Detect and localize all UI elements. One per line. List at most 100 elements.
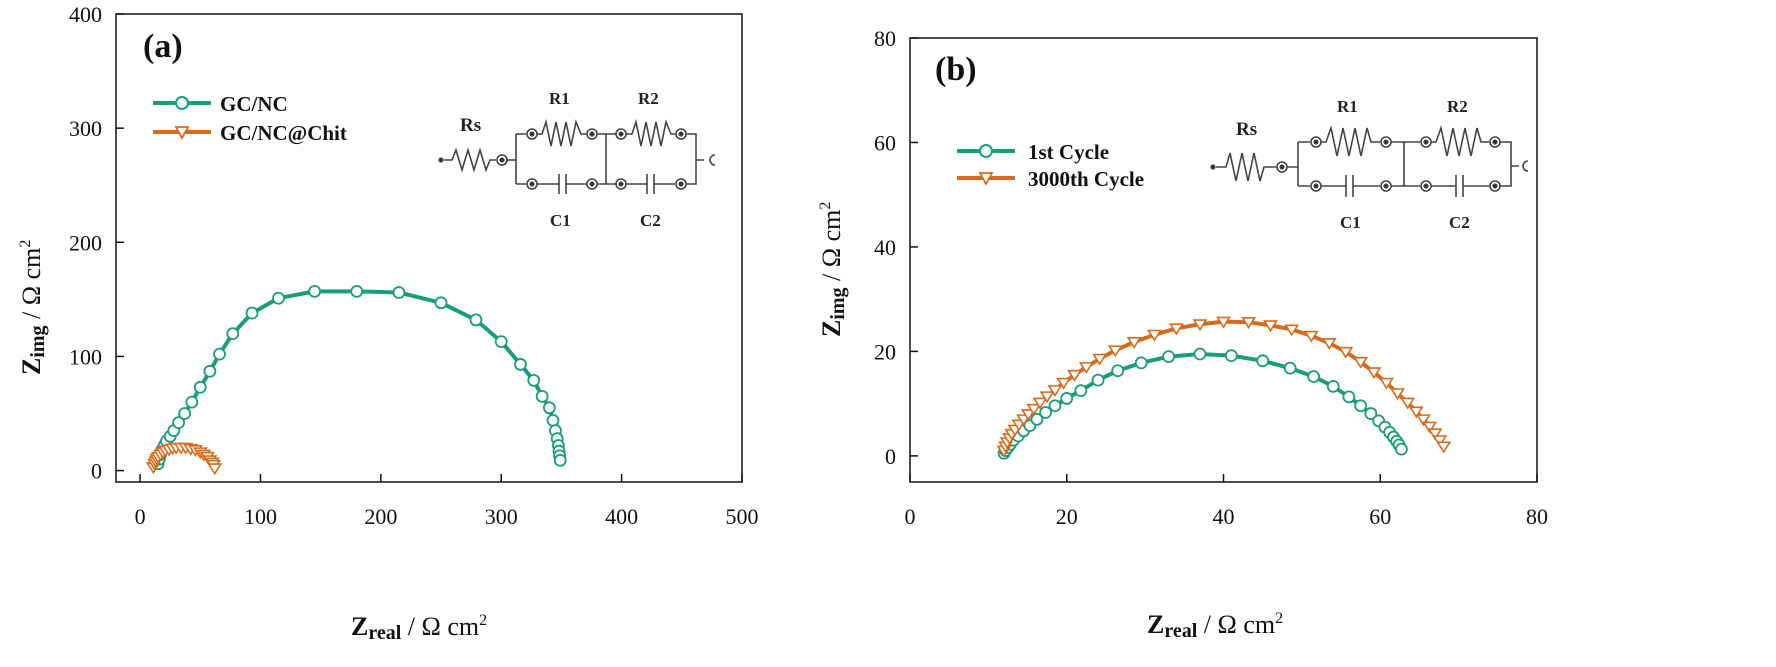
circuit-node-a3-dot	[589, 131, 595, 137]
data-point-gc-nc-33	[553, 453, 567, 467]
x-tick-label-a-0: 0	[135, 504, 146, 529]
data-point-1st-cycle-21	[1307, 370, 1321, 383]
data-point-1st-cycle-11	[1060, 392, 1074, 405]
legend-marker-1st-cycle	[979, 144, 993, 158]
y-axis-title-b: Zimg / Ω cm2	[817, 202, 849, 337]
y-tick-label-b-4: 80	[874, 26, 896, 51]
y-tick-label-a-2: 200	[69, 230, 102, 255]
x-axis-title-b-part4: 2	[1275, 610, 1283, 627]
legend-label-gc-nc-chit: GC/NC@Chit	[220, 121, 347, 145]
y-tick-label-b-2: 40	[874, 235, 896, 260]
data-point-1st-cycle-17	[1193, 347, 1207, 361]
data-point-1st-cycle-23	[1342, 390, 1356, 404]
circuit-wire-b3	[1500, 141, 1519, 187]
circuit-node-a9-dot	[678, 181, 684, 187]
y-tick-label-b-1: 20	[874, 339, 896, 364]
circuit-label-c2-a: C2	[640, 211, 661, 230]
ticks-b: 0 20 40 60 80 0 20 40 60 80	[874, 26, 1548, 529]
data-point-gc-nc-11	[193, 380, 207, 394]
circuit-node-a5-dot	[589, 181, 595, 187]
data-point-3000th-cycle-38	[1432, 435, 1448, 448]
circuit-label-r2-a: R2	[638, 89, 659, 108]
data-point-3000th-cycle-19	[1147, 329, 1162, 342]
circuit-node-a2-dot	[529, 131, 535, 137]
data-point-1st-cycle-32	[1395, 442, 1408, 456]
x-axis-title-b-part3: / Ω cm	[1197, 610, 1275, 639]
legend-a: GC/NC GC/NC@Chit	[153, 92, 347, 145]
ticks-a: 0 100 200 300 400 500 0 100 200 300 400	[69, 2, 759, 529]
panel-label-a: (a)	[143, 28, 183, 65]
circuit-label-r1-b: R1	[1337, 97, 1358, 116]
data-point-gc-nc-25	[535, 389, 549, 403]
x-axis-title-b-part1: Z	[1147, 610, 1164, 639]
data-point-3000th-cycle-14	[1067, 369, 1083, 382]
data-point-gc-nc-8	[172, 416, 186, 430]
data-point-gc-nc-26	[542, 401, 556, 415]
circuit-terminal-left-b	[1210, 164, 1216, 170]
plot-area-b	[996, 316, 1452, 460]
data-point-gc-nc-10	[185, 395, 199, 409]
y-tick-label-a-1: 100	[69, 344, 102, 369]
circuit-node-b4-dot	[1313, 183, 1319, 189]
y-axis-title-b-part3: / Ω cm	[817, 210, 846, 288]
capacitor-c1-b	[1321, 175, 1380, 197]
circuit-label-c1-b: C1	[1340, 213, 1361, 232]
data-point-gc-nc-22	[494, 335, 508, 349]
circuit-node-a7-dot	[678, 131, 684, 137]
y-axis-title-b-part2: img	[827, 287, 849, 319]
legend-label-1st-cycle: 1st Cycle	[1028, 140, 1109, 164]
x-tick-label-b-1: 20	[1056, 504, 1078, 529]
legend-label-3000th-cycle: 3000th Cycle	[1028, 167, 1144, 191]
circuit-wire-b2	[1391, 141, 1420, 187]
data-point-3000th-cycle-33	[1400, 397, 1416, 410]
y-axis-title-a-part4: 2	[17, 240, 34, 248]
legend-item-gc-nc: GC/NC	[153, 92, 288, 116]
data-point-1st-cycle-16	[1162, 350, 1176, 364]
x-tick-label-a-2: 200	[364, 504, 397, 529]
capacitor-c2-b	[1431, 175, 1489, 197]
data-point-1st-cycle-10	[1048, 399, 1062, 413]
legend-item-gc-nc-chit: GC/NC@Chit	[153, 121, 347, 145]
y-axis-title-a-part3: / Ω cm	[17, 248, 46, 326]
legend-item-1st-cycle: 1st Cycle	[957, 140, 1109, 164]
circuit-terminal-left-a	[438, 157, 444, 163]
panel-a: 0 100 200 300 400 500 0 100 200 300 400 (a) GC/NC …	[17, 2, 759, 644]
data-point-1st-cycle-12	[1074, 384, 1088, 397]
x-tick-label-a-4: 400	[605, 504, 638, 529]
y-axis-title-a: Zimg / Ω cm2	[17, 240, 49, 375]
resistor-r1-a	[537, 118, 587, 147]
x-tick-label-b-4: 80	[1526, 504, 1548, 529]
data-point-1st-cycle-9	[1039, 406, 1052, 419]
data-point-1st-cycle-19	[1256, 354, 1270, 368]
data-point-3000th-cycle-28	[1338, 346, 1354, 359]
y-tick-label-a-3: 300	[69, 116, 102, 141]
data-point-1st-cycle-25	[1364, 407, 1378, 420]
data-point-gc-nc-9	[178, 407, 192, 420]
panel-label-b: (b)	[935, 51, 977, 88]
data-point-gc-nc-24	[527, 374, 541, 387]
panel-b: 0 20 40 60 80 0 20 40 60 80 (b) 1st Cycle 3000th …	[817, 26, 1548, 642]
y-axis-title-a-part1: Z	[17, 358, 46, 375]
y-tick-label-b-0: 0	[885, 444, 896, 469]
data-point-3000th-cycle-31	[1379, 377, 1394, 390]
data-point-3000th-cycle-36	[1422, 421, 1438, 434]
data-point-3000th-cycle-21	[1192, 319, 1208, 332]
data-point-gc-nc-20	[434, 296, 448, 310]
data-point-3000th-cycle-17	[1107, 345, 1123, 358]
data-point-3000th-cycle-24	[1263, 320, 1278, 333]
x-axis-title-a-part3: / Ω cm	[401, 612, 479, 641]
data-point-3000th-cycle-15	[1078, 362, 1094, 374]
x-tick-label-b-3: 60	[1369, 504, 1391, 529]
y-tick-label-a-0: 0	[91, 459, 102, 484]
data-point-3000th-cycle-8	[1020, 409, 1036, 422]
x-axis-title-a-part1: Z	[351, 612, 368, 641]
data-point-3000th-cycle-26	[1303, 330, 1319, 343]
legend-marker-3000th-cycle	[978, 172, 994, 186]
data-point-1st-cycle-20	[1283, 361, 1297, 375]
legend-label-gc-nc: GC/NC	[220, 92, 288, 116]
circuit-wire-a1	[507, 133, 526, 185]
data-point-gc-nc-chit-21	[207, 463, 223, 476]
data-point-3000th-cycle-32	[1390, 388, 1405, 401]
x-axis-title-a-part4: 2	[479, 612, 487, 629]
y-axis-title-a-part2: img	[27, 325, 49, 357]
